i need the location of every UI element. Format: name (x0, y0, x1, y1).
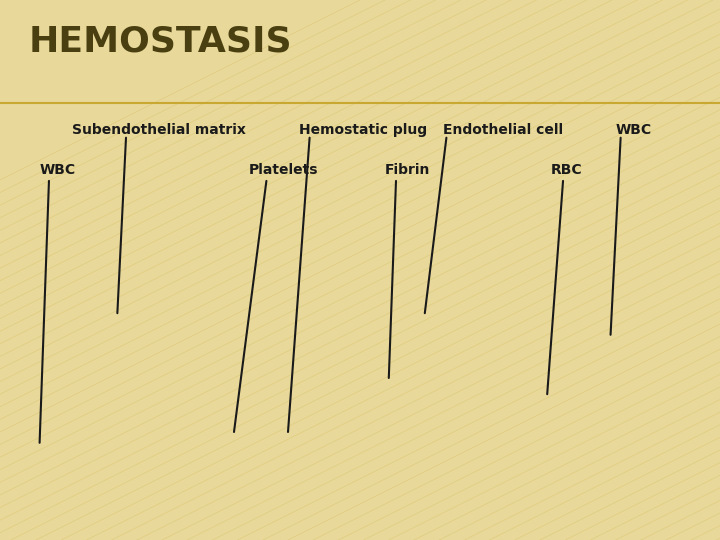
Text: WBC: WBC (616, 123, 652, 137)
Text: WBC: WBC (40, 163, 76, 177)
Text: Fibrin: Fibrin (385, 163, 431, 177)
Text: HEMOSTASIS: HEMOSTASIS (29, 24, 292, 58)
Text: Subendothelial matrix: Subendothelial matrix (72, 123, 246, 137)
Text: Hemostatic plug: Hemostatic plug (299, 123, 427, 137)
Text: Endothelial cell: Endothelial cell (443, 123, 563, 137)
Text: Platelets: Platelets (248, 163, 318, 177)
Text: RBC: RBC (551, 163, 582, 177)
